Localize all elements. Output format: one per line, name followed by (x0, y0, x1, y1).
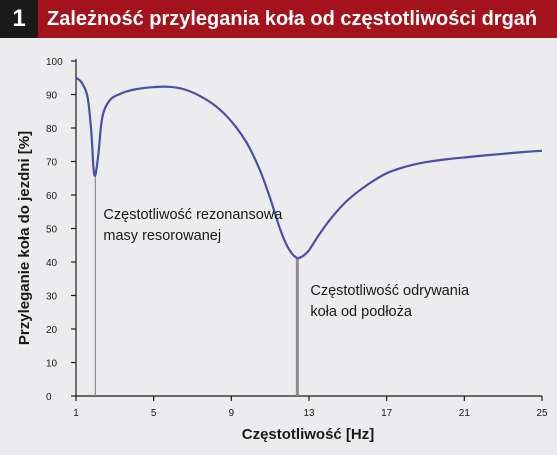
x-axis-label: Częstotliwość [Hz] (242, 426, 375, 443)
y-axis: 0 10 20 30 40 50 60 70 80 90 100 (46, 57, 77, 403)
x-tick-label: 1 (73, 408, 79, 419)
x-tick-label: 5 (151, 408, 157, 419)
figure-number: 1 (0, 0, 38, 38)
y-tick-label: 50 (46, 225, 58, 236)
y-tick-label: 90 (46, 91, 58, 102)
markers (94, 174, 299, 396)
y-tick-label: 0 (46, 392, 52, 403)
y-tick-label: 100 (46, 57, 63, 68)
y-tick-label: 40 (46, 258, 58, 269)
x-tick-label: 13 (303, 408, 315, 419)
y-tick-label: 70 (46, 158, 58, 169)
y-tick-label: 80 (46, 124, 58, 135)
annotation-text: Częstotliwość rezonansowa (103, 207, 283, 223)
annotation-text: koła od podłoża (310, 304, 413, 320)
x-axis: 1 5 9 13 17 21 25 (73, 395, 548, 419)
y-tick-label: 10 (46, 359, 58, 370)
y-tick-label: 60 (46, 191, 58, 202)
annotation-text: masy resorowanej (103, 228, 221, 244)
x-tick-label: 9 (229, 408, 235, 419)
figure-title: Zależność przylegania koła od częstotliw… (47, 7, 538, 30)
x-tick-label: 25 (536, 408, 548, 419)
figure-header: 1 Zależność przylegania koła od częstotl… (0, 0, 557, 38)
y-tick-label: 30 (46, 292, 58, 303)
y-axis-label: Przyleganie koła do jezdni [%] (16, 131, 33, 345)
x-tick-label: 17 (381, 408, 393, 419)
series (75, 76, 543, 260)
series-line (75, 76, 543, 260)
annotations: Częstotliwość rezonansowa masy resorowane… (103, 207, 470, 320)
annotation-text: Częstotliwość odrywania (310, 283, 470, 299)
x-tick-label: 21 (459, 408, 471, 419)
y-tick-label: 20 (46, 325, 58, 336)
